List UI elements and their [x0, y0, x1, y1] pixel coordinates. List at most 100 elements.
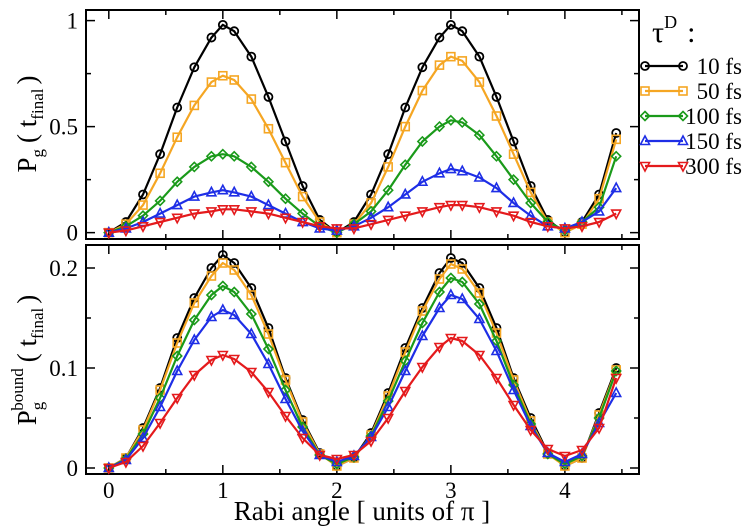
data-point	[262, 357, 275, 369]
legend-label: 300 fs	[685, 154, 742, 179]
data-point	[383, 149, 394, 160]
data-point	[416, 175, 429, 187]
data-point	[245, 189, 258, 201]
data-point	[154, 206, 166, 218]
data-point	[217, 280, 229, 292]
bottom-panel-xtick-labels: 0 1 2 3 4	[103, 478, 571, 503]
data-point	[120, 457, 132, 469]
legend-marker	[639, 134, 651, 146]
data-point	[417, 306, 428, 316]
data-point	[445, 272, 457, 284]
data-point	[610, 373, 623, 385]
data-point	[172, 102, 183, 113]
data-point	[154, 195, 166, 207]
data-point	[217, 148, 229, 160]
data-point	[576, 447, 588, 459]
data-point	[188, 314, 200, 326]
data-point	[445, 114, 457, 126]
data-point	[189, 298, 200, 308]
data-point	[416, 207, 429, 219]
data-point	[473, 350, 486, 362]
data-point	[508, 149, 519, 159]
data-point	[433, 120, 446, 133]
data-point	[216, 303, 229, 315]
data-point	[474, 77, 485, 87]
y-tick-label: 0.1	[49, 356, 78, 381]
data-point	[280, 136, 291, 147]
data-point	[473, 312, 486, 324]
data-point	[433, 301, 446, 313]
top-panel-series	[102, 19, 623, 240]
bottom-panel-ytick-labels: 0 0.1 0.2	[49, 256, 78, 481]
data-point	[593, 423, 605, 435]
x-axis-label: Rabi angle [ units of π ]	[234, 496, 491, 526]
data-point	[491, 92, 502, 102]
data-point	[216, 183, 229, 195]
data-point	[205, 150, 218, 162]
data-point	[229, 26, 240, 37]
data-point	[296, 433, 309, 445]
data-point	[154, 418, 166, 430]
data-point	[433, 202, 446, 214]
data-point	[331, 454, 343, 466]
bottom-panel-frame	[85, 244, 640, 475]
legend-marker	[677, 134, 689, 146]
data-point	[399, 364, 412, 376]
data-point	[473, 202, 486, 214]
legend-marker	[640, 86, 650, 96]
data-point	[399, 159, 411, 171]
x-tick-label: 1	[217, 478, 229, 503]
data-point	[331, 224, 343, 236]
data-point	[228, 185, 241, 197]
data-point	[205, 310, 218, 322]
data-point	[137, 210, 149, 222]
bottom-panel-ylabel: Pgbound( tfinal)	[8, 295, 47, 425]
y-tick-label: 0.5	[49, 115, 78, 140]
legend-entry: 10 fs	[640, 54, 742, 79]
data-point	[507, 383, 520, 395]
data-point	[262, 176, 275, 188]
data-point	[576, 445, 588, 457]
data-point	[188, 370, 201, 382]
bottom-panel: 0 0.1 0.2 0 1 2 3 4 Pgbound( tfinal) Rabi angl…	[8, 244, 640, 526]
data-point	[279, 213, 292, 225]
data-point	[171, 364, 184, 376]
top-panel-ticks	[86, 10, 639, 239]
data-point	[155, 168, 165, 179]
data-point	[172, 338, 183, 348]
data-point	[434, 32, 445, 43]
data-point	[263, 92, 274, 102]
series-line	[108, 261, 618, 469]
data-point	[456, 336, 469, 348]
y-tick-label: 1	[67, 9, 79, 34]
data-point	[262, 343, 275, 355]
data-point	[445, 253, 456, 263]
series-50-fs	[104, 258, 621, 473]
data-point	[228, 354, 241, 366]
data-point	[399, 211, 412, 223]
data-point	[456, 164, 469, 176]
data-point	[610, 365, 622, 377]
data-point	[507, 211, 520, 223]
data-point	[218, 258, 228, 268]
data-point	[507, 400, 520, 412]
data-point	[416, 329, 429, 341]
data-point	[206, 32, 217, 43]
data-point	[490, 373, 503, 385]
data-point	[508, 136, 519, 147]
data-point	[297, 191, 308, 202]
x-tick-label: 2	[331, 478, 343, 503]
data-point	[246, 94, 257, 104]
x-tick-label: 4	[559, 478, 571, 503]
legend-marker	[677, 161, 689, 173]
data-point	[524, 217, 537, 229]
data-point	[137, 431, 149, 443]
data-point	[365, 205, 377, 218]
data-point	[433, 342, 446, 354]
data-point	[228, 205, 241, 217]
data-point	[262, 209, 275, 221]
legend-marker	[677, 110, 689, 122]
